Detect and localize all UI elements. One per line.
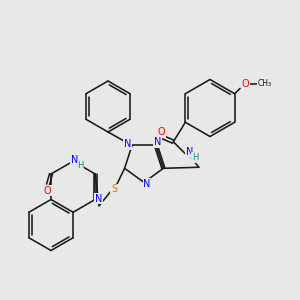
Text: N: N: [124, 139, 131, 149]
Text: H: H: [192, 153, 198, 162]
Text: CH₃: CH₃: [258, 80, 272, 88]
Text: O: O: [158, 127, 165, 137]
Text: O: O: [43, 185, 51, 196]
Text: N: N: [95, 194, 103, 204]
Text: N: N: [71, 155, 78, 165]
Text: S: S: [111, 184, 117, 194]
Text: N: N: [143, 179, 151, 189]
Text: O: O: [242, 79, 249, 89]
Text: H: H: [77, 161, 84, 170]
Text: N: N: [154, 137, 161, 147]
Text: N: N: [185, 147, 193, 157]
